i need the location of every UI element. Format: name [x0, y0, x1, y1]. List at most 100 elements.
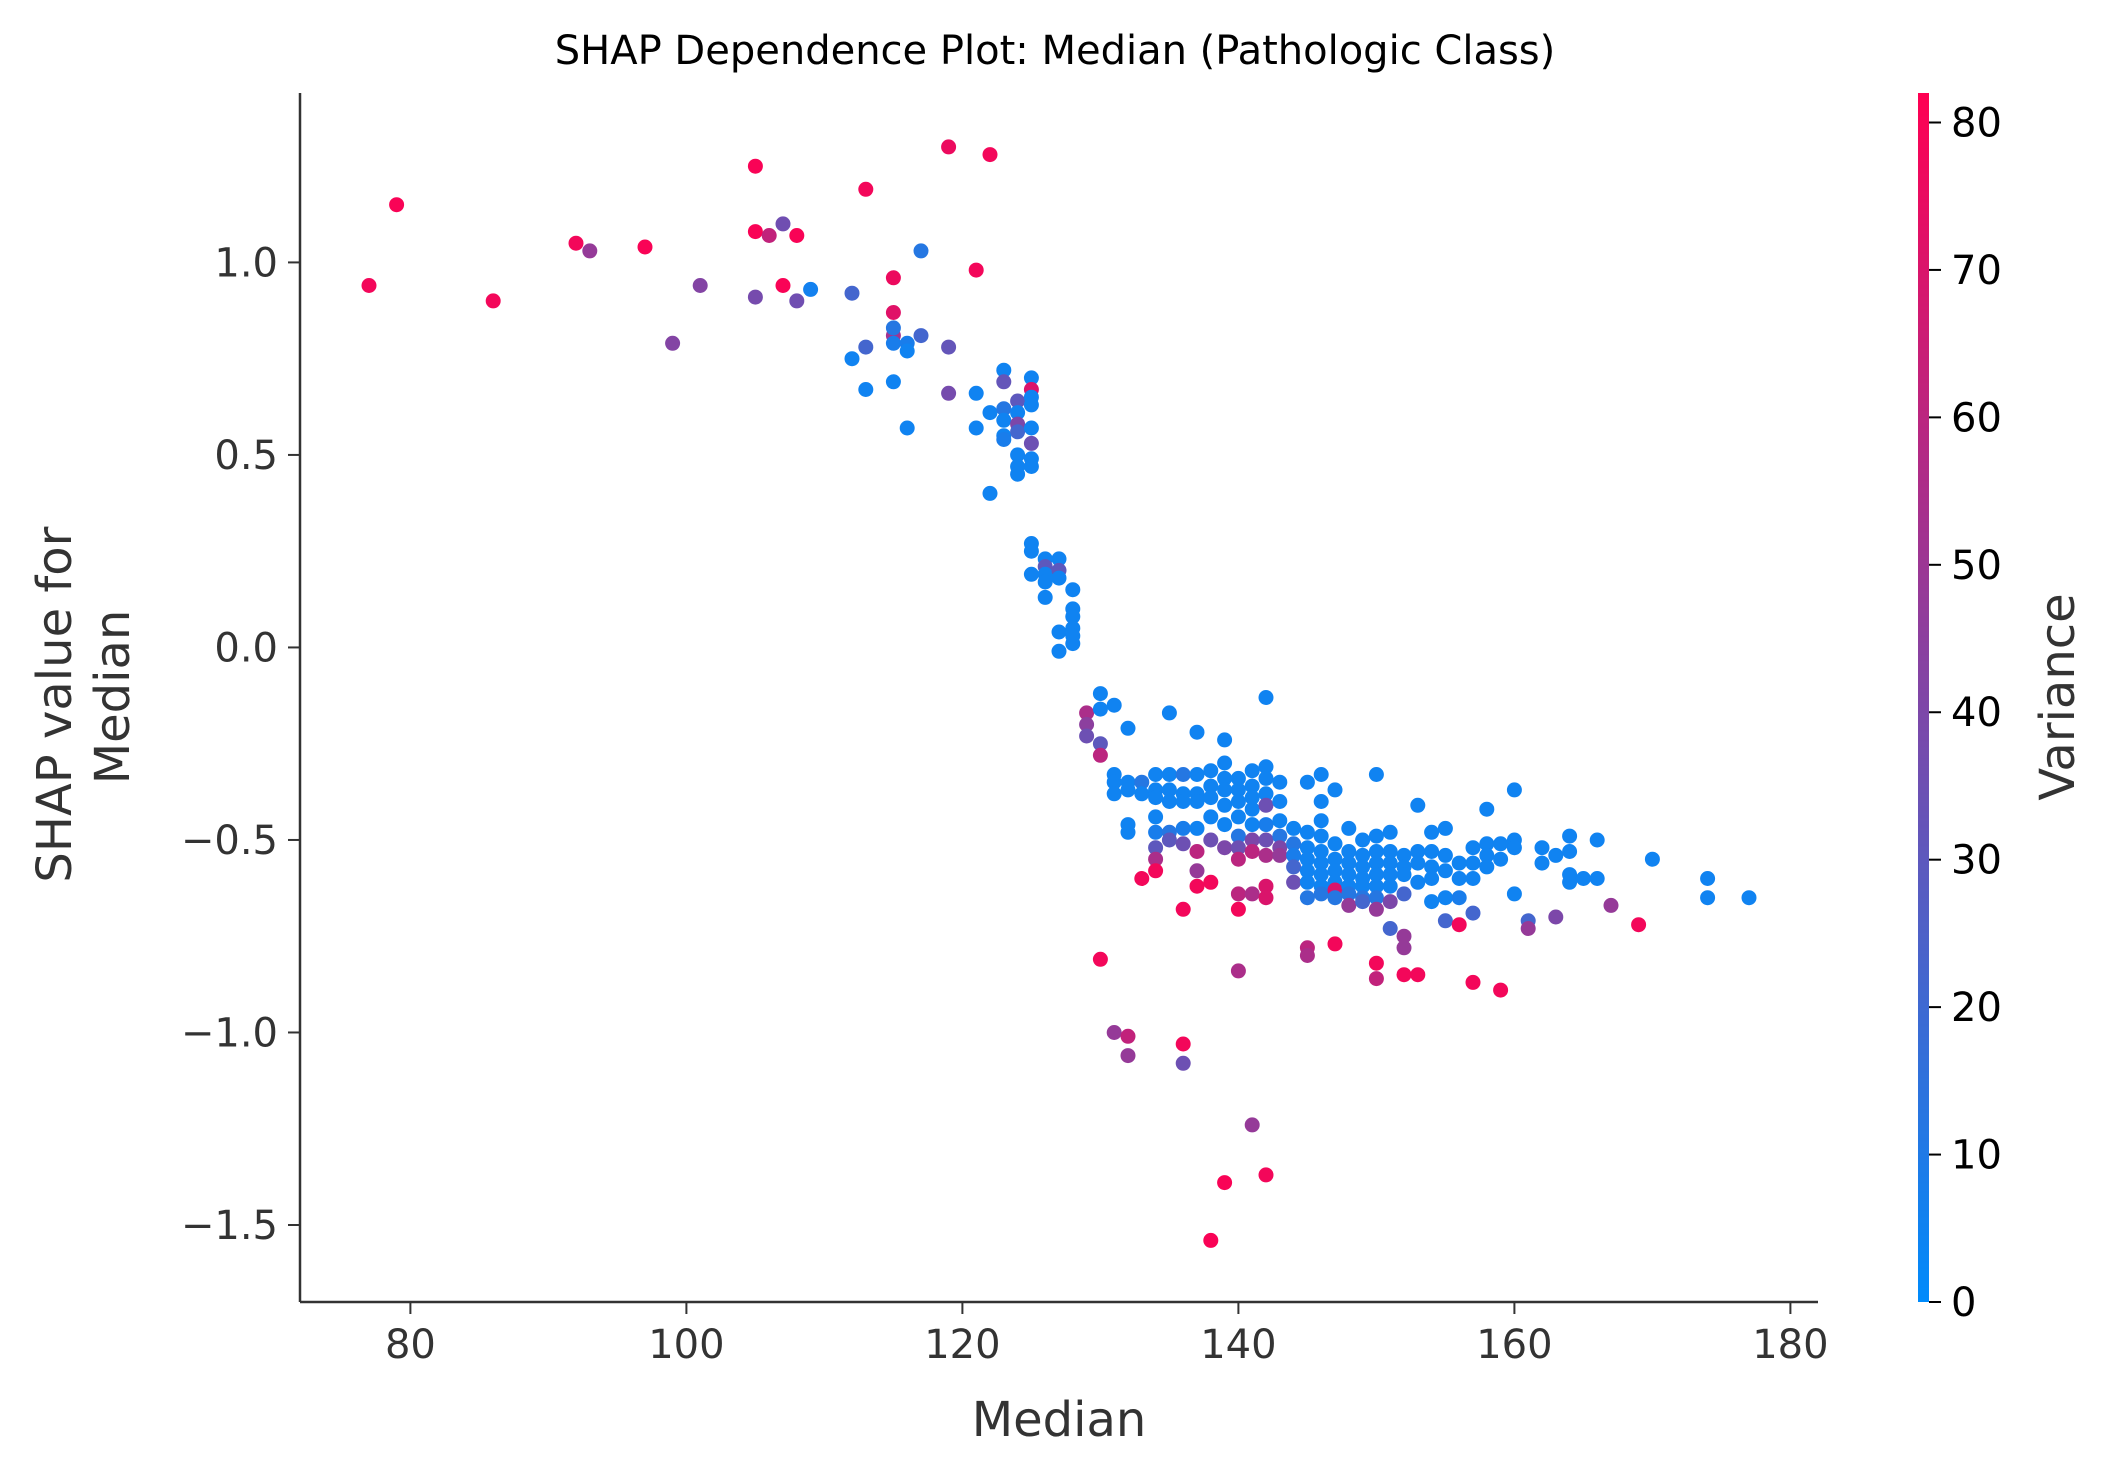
data-point: [1244, 763, 1260, 779]
data-point: [1465, 905, 1481, 921]
data-point: [1092, 736, 1108, 752]
data-point: [1368, 971, 1384, 987]
data-point: [1313, 813, 1329, 829]
x-tick-label: 160: [1476, 1322, 1552, 1368]
y-tick-label: 0.0: [214, 625, 278, 671]
data-point: [1327, 863, 1343, 879]
data-point: [1410, 967, 1426, 983]
data-point: [982, 405, 998, 421]
data-point: [996, 362, 1012, 378]
data-point: [389, 197, 405, 213]
data-point: [1134, 871, 1150, 886]
data-point: [1479, 859, 1495, 875]
data-point: [1203, 809, 1219, 825]
data-point: [1092, 701, 1108, 717]
data-point: [1313, 794, 1329, 809]
data-point: [1244, 778, 1260, 794]
data-point: [1355, 859, 1371, 875]
data-point: [913, 243, 929, 259]
data-point: [1493, 982, 1509, 998]
data-point: [1203, 1232, 1219, 1248]
data-point: [1396, 928, 1412, 944]
data-point: [885, 374, 901, 390]
data-point: [775, 216, 791, 232]
data-point: [1286, 847, 1302, 863]
data-point: [1258, 1167, 1274, 1183]
data-point: [747, 289, 763, 305]
colorbar-tick-label: 10: [1951, 1133, 2002, 1179]
data-point: [1161, 767, 1177, 782]
data-point: [1134, 774, 1150, 790]
data-point: [1217, 1175, 1233, 1191]
data-point: [1313, 867, 1329, 883]
data-point: [1106, 774, 1122, 790]
data-point: [1203, 874, 1219, 890]
data-point: [1299, 824, 1315, 840]
data-point: [1175, 1036, 1191, 1052]
data-point: [692, 278, 708, 293]
data-point: [1424, 871, 1440, 886]
data-point: [1092, 686, 1108, 702]
data-point: [1051, 643, 1067, 659]
data-point: [996, 432, 1012, 447]
data-point: [885, 320, 901, 336]
y-axis-ticks: −1.5 −1.0 −0.5 0.0 0.5 1.0: [181, 240, 300, 1249]
data-point: [1437, 820, 1453, 836]
data-point: [1175, 836, 1191, 852]
data-point: [1465, 855, 1481, 871]
data-point: [1258, 797, 1274, 813]
data-point: [1189, 794, 1205, 809]
data-point: [1396, 886, 1412, 902]
data-point: [1189, 863, 1205, 879]
data-point: [1189, 820, 1205, 836]
data-point: [1341, 897, 1357, 913]
data-point: [1217, 840, 1233, 856]
data-point: [1299, 948, 1315, 963]
colorbar-tick-label: 0: [1951, 1280, 1976, 1326]
data-point: [1175, 1055, 1191, 1071]
data-point: [1465, 974, 1481, 990]
data-point: [747, 158, 763, 174]
data-point: [941, 339, 957, 355]
data-point: [1368, 955, 1384, 971]
data-point: [1120, 782, 1136, 798]
data-point: [1189, 724, 1205, 740]
data-point: [913, 328, 929, 344]
data-point: [1244, 832, 1260, 848]
data-point: [1272, 794, 1288, 809]
data-point: [1313, 767, 1329, 782]
data-point: [1175, 820, 1191, 836]
data-point: [1700, 871, 1716, 886]
data-point: [1479, 801, 1495, 817]
y-tick-label: 0.5: [214, 433, 278, 479]
data-point: [1230, 770, 1246, 786]
colorbar-tick-label: 80: [1951, 100, 2002, 146]
data-point: [1010, 466, 1026, 482]
data-point: [1410, 797, 1426, 813]
data-point: [1134, 786, 1150, 802]
data-point: [1148, 863, 1164, 879]
data-point: [1148, 767, 1164, 782]
data-point: [968, 385, 984, 401]
data-point: [1741, 890, 1757, 906]
data-point: [982, 485, 998, 501]
data-point: [1272, 774, 1288, 790]
data-point: [1120, 1048, 1136, 1064]
data-point: [1148, 851, 1164, 867]
chart-title: SHAP Dependence Plot: Median (Pathologic…: [555, 28, 1555, 74]
data-point: [1299, 774, 1315, 790]
data-point: [1175, 767, 1191, 782]
colorbar-tick-label: 60: [1951, 395, 2002, 441]
data-point: [1286, 820, 1302, 836]
scatter-points: [361, 139, 1757, 1248]
data-point: [1023, 543, 1039, 559]
data-point: [1079, 728, 1095, 744]
data-point: [1217, 755, 1233, 771]
data-point: [1258, 832, 1274, 848]
data-point: [1299, 840, 1315, 856]
data-point: [1506, 886, 1522, 902]
data-point: [1010, 393, 1026, 409]
data-point: [1037, 589, 1053, 605]
data-point: [1092, 747, 1108, 763]
